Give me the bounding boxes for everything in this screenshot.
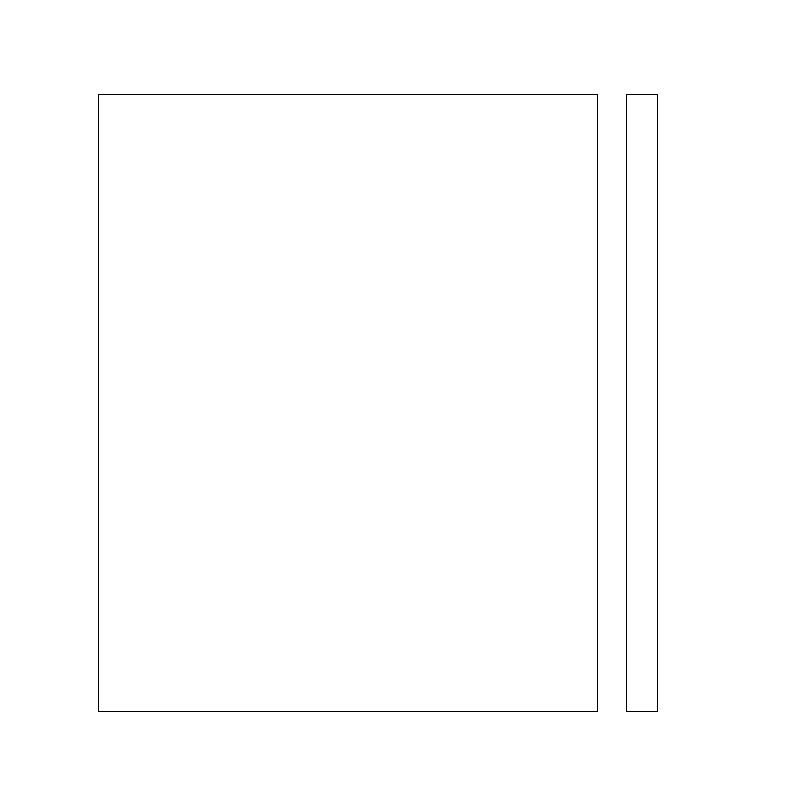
spectrogram-plot bbox=[98, 94, 598, 712]
colorbar bbox=[626, 94, 658, 712]
colorbar-gradient bbox=[627, 95, 657, 711]
spectrogram-image bbox=[99, 95, 597, 711]
